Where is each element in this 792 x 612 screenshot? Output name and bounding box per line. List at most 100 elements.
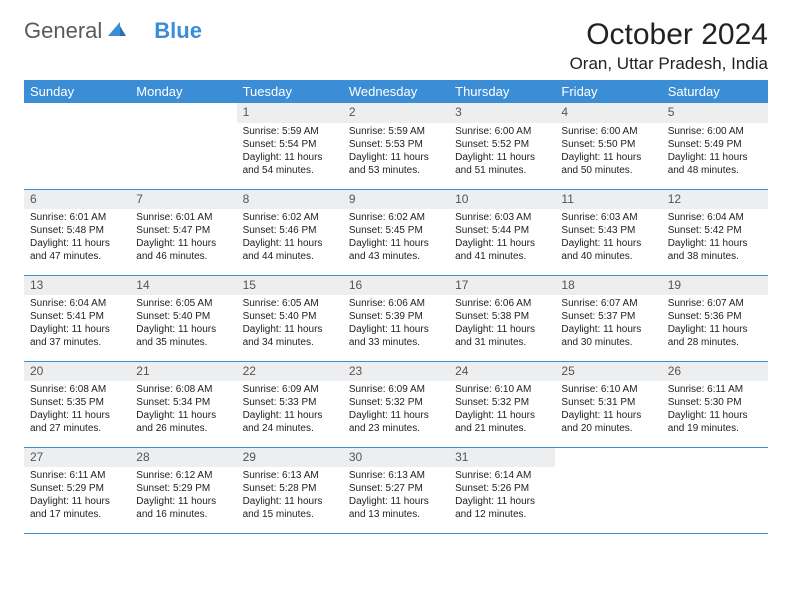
daylight-text: Daylight: 11 hours and 38 minutes. [668,237,762,263]
sunset-text: Sunset: 5:41 PM [30,310,124,323]
calendar-day-cell: 23Sunrise: 6:09 AMSunset: 5:32 PMDayligh… [343,361,449,447]
daylight-text: Daylight: 11 hours and 16 minutes. [136,495,230,521]
calendar-day-cell: 16Sunrise: 6:06 AMSunset: 5:39 PMDayligh… [343,275,449,361]
month-title: October 2024 [570,18,768,52]
sunset-text: Sunset: 5:39 PM [349,310,443,323]
sunset-text: Sunset: 5:46 PM [243,224,337,237]
sunrise-text: Sunrise: 6:08 AM [30,383,124,396]
daylight-text: Daylight: 11 hours and 15 minutes. [243,495,337,521]
day-content: Sunrise: 6:08 AMSunset: 5:35 PMDaylight:… [24,381,130,439]
sunrise-text: Sunrise: 6:11 AM [30,469,124,482]
daylight-text: Daylight: 11 hours and 37 minutes. [30,323,124,349]
weekday-header: SundayMondayTuesdayWednesdayThursdayFrid… [24,80,768,103]
title-block: October 2024 Oran, Uttar Pradesh, India [570,18,768,74]
day-number: 29 [237,448,343,468]
day-number: 17 [449,276,555,296]
day-content: Sunrise: 5:59 AMSunset: 5:53 PMDaylight:… [343,123,449,181]
day-content: Sunrise: 6:13 AMSunset: 5:28 PMDaylight:… [237,467,343,525]
sunrise-text: Sunrise: 6:11 AM [668,383,762,396]
sunrise-text: Sunrise: 6:07 AM [561,297,655,310]
daylight-text: Daylight: 11 hours and 21 minutes. [455,409,549,435]
calendar-day-cell: 29Sunrise: 6:13 AMSunset: 5:28 PMDayligh… [237,447,343,533]
day-number: 24 [449,362,555,382]
calendar-day-cell: 19Sunrise: 6:07 AMSunset: 5:36 PMDayligh… [662,275,768,361]
day-content: Sunrise: 6:04 AMSunset: 5:42 PMDaylight:… [662,209,768,267]
day-content: Sunrise: 6:11 AMSunset: 5:29 PMDaylight:… [24,467,130,525]
sunrise-text: Sunrise: 6:01 AM [136,211,230,224]
sunrise-text: Sunrise: 6:06 AM [455,297,549,310]
calendar-day-cell: 24Sunrise: 6:10 AMSunset: 5:32 PMDayligh… [449,361,555,447]
daylight-text: Daylight: 11 hours and 46 minutes. [136,237,230,263]
calendar-day-cell: 18Sunrise: 6:07 AMSunset: 5:37 PMDayligh… [555,275,661,361]
day-content: Sunrise: 6:10 AMSunset: 5:31 PMDaylight:… [555,381,661,439]
calendar-day-cell: 21Sunrise: 6:08 AMSunset: 5:34 PMDayligh… [130,361,236,447]
calendar-day-cell: 25Sunrise: 6:10 AMSunset: 5:31 PMDayligh… [555,361,661,447]
calendar-day-cell [130,103,236,189]
sunrise-text: Sunrise: 6:14 AM [455,469,549,482]
calendar-day-cell: 22Sunrise: 6:09 AMSunset: 5:33 PMDayligh… [237,361,343,447]
day-content: Sunrise: 6:09 AMSunset: 5:32 PMDaylight:… [343,381,449,439]
day-number: 31 [449,448,555,468]
day-number: 14 [130,276,236,296]
calendar-day-cell: 5Sunrise: 6:00 AMSunset: 5:49 PMDaylight… [662,103,768,189]
day-number: 26 [662,362,768,382]
day-number: 25 [555,362,661,382]
sunrise-text: Sunrise: 6:00 AM [668,125,762,138]
day-number: 27 [24,448,130,468]
sunset-text: Sunset: 5:52 PM [455,138,549,151]
sunrise-text: Sunrise: 6:06 AM [349,297,443,310]
weekday-header-cell: Thursday [449,80,555,103]
calendar-day-cell: 3Sunrise: 6:00 AMSunset: 5:52 PMDaylight… [449,103,555,189]
sunset-text: Sunset: 5:44 PM [455,224,549,237]
daylight-text: Daylight: 11 hours and 33 minutes. [349,323,443,349]
daylight-text: Daylight: 11 hours and 34 minutes. [243,323,337,349]
daylight-text: Daylight: 11 hours and 40 minutes. [561,237,655,263]
daylight-text: Daylight: 11 hours and 17 minutes. [30,495,124,521]
sunrise-text: Sunrise: 6:02 AM [349,211,443,224]
day-number: 21 [130,362,236,382]
calendar-day-cell: 15Sunrise: 6:05 AMSunset: 5:40 PMDayligh… [237,275,343,361]
day-content: Sunrise: 6:01 AMSunset: 5:48 PMDaylight:… [24,209,130,267]
daylight-text: Daylight: 11 hours and 30 minutes. [561,323,655,349]
calendar-day-cell: 27Sunrise: 6:11 AMSunset: 5:29 PMDayligh… [24,447,130,533]
sunrise-text: Sunrise: 6:04 AM [30,297,124,310]
daylight-text: Daylight: 11 hours and 50 minutes. [561,151,655,177]
day-content: Sunrise: 6:00 AMSunset: 5:49 PMDaylight:… [662,123,768,181]
sunrise-text: Sunrise: 6:10 AM [561,383,655,396]
sunrise-text: Sunrise: 6:13 AM [243,469,337,482]
sunrise-text: Sunrise: 6:09 AM [243,383,337,396]
logo-text-2: Blue [154,18,202,44]
day-content: Sunrise: 6:09 AMSunset: 5:33 PMDaylight:… [237,381,343,439]
logo: General Blue [24,18,202,44]
sunset-text: Sunset: 5:29 PM [30,482,124,495]
sunset-text: Sunset: 5:27 PM [349,482,443,495]
day-content: Sunrise: 6:07 AMSunset: 5:36 PMDaylight:… [662,295,768,353]
calendar-week-row: 1Sunrise: 5:59 AMSunset: 5:54 PMDaylight… [24,103,768,189]
sunset-text: Sunset: 5:53 PM [349,138,443,151]
day-number: 12 [662,190,768,210]
calendar-day-cell: 1Sunrise: 5:59 AMSunset: 5:54 PMDaylight… [237,103,343,189]
day-number: 30 [343,448,449,468]
sunrise-text: Sunrise: 6:08 AM [136,383,230,396]
calendar-day-cell: 7Sunrise: 6:01 AMSunset: 5:47 PMDaylight… [130,189,236,275]
daylight-text: Daylight: 11 hours and 31 minutes. [455,323,549,349]
day-number: 2 [343,103,449,123]
sunrise-text: Sunrise: 6:02 AM [243,211,337,224]
sunset-text: Sunset: 5:32 PM [455,396,549,409]
sunset-text: Sunset: 5:34 PM [136,396,230,409]
daylight-text: Daylight: 11 hours and 26 minutes. [136,409,230,435]
sunset-text: Sunset: 5:28 PM [243,482,337,495]
day-content: Sunrise: 6:01 AMSunset: 5:47 PMDaylight:… [130,209,236,267]
header: General Blue October 2024 Oran, Uttar Pr… [24,18,768,74]
day-number: 1 [237,103,343,123]
daylight-text: Daylight: 11 hours and 28 minutes. [668,323,762,349]
sunset-text: Sunset: 5:26 PM [455,482,549,495]
day-content: Sunrise: 6:10 AMSunset: 5:32 PMDaylight:… [449,381,555,439]
weekday-header-cell: Wednesday [343,80,449,103]
sunset-text: Sunset: 5:40 PM [243,310,337,323]
calendar-day-cell: 6Sunrise: 6:01 AMSunset: 5:48 PMDaylight… [24,189,130,275]
sunset-text: Sunset: 5:37 PM [561,310,655,323]
sunrise-text: Sunrise: 6:12 AM [136,469,230,482]
logo-text-1: General [24,18,102,44]
daylight-text: Daylight: 11 hours and 43 minutes. [349,237,443,263]
